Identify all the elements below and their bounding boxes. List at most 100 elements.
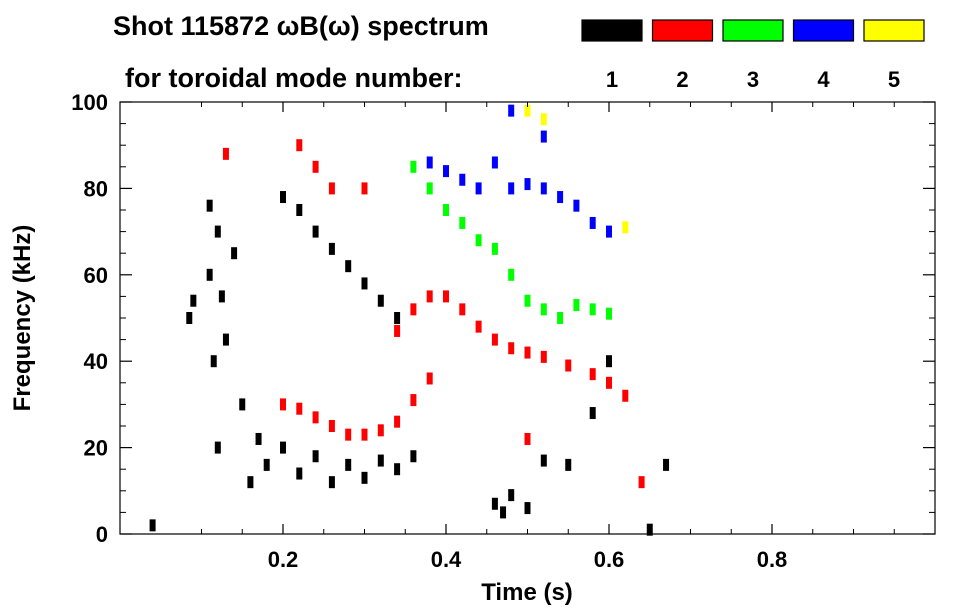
mark-n1-19 <box>345 458 352 471</box>
mark-n4-7 <box>540 182 547 195</box>
mark-n3-7 <box>524 294 531 307</box>
mark-n2-22 <box>589 368 596 381</box>
mark-n1-14 <box>263 458 270 471</box>
mark-n1-35 <box>524 502 531 515</box>
mark-n4-12 <box>508 104 515 117</box>
mark-n1-2 <box>190 294 197 307</box>
y-tick-label-2: 40 <box>84 349 108 374</box>
mark-n2-16 <box>475 320 482 333</box>
mark-n2-1 <box>280 398 286 411</box>
mark-n4-5 <box>508 182 515 195</box>
mark-n1-26 <box>312 225 319 238</box>
mark-n1-36 <box>540 454 547 467</box>
mark-n2-11 <box>394 324 401 337</box>
mark-n2-28 <box>328 182 335 195</box>
mark-n1-29 <box>361 277 368 290</box>
mark-n2-9 <box>410 394 417 407</box>
mark-n1-17 <box>312 450 319 463</box>
plot-marks <box>149 104 670 536</box>
mark-n1-30 <box>377 294 384 307</box>
mark-n2-26 <box>296 139 303 152</box>
legend-label-5: 5 <box>888 67 900 92</box>
mark-n3-4 <box>475 234 482 247</box>
mark-n2-17 <box>491 333 498 346</box>
mark-n2-10 <box>426 372 433 385</box>
mark-n2-27 <box>312 160 319 173</box>
mark-n3-11 <box>589 303 596 316</box>
mark-n1-25 <box>296 204 303 216</box>
x-tick-label-1: 0.4 <box>431 547 462 572</box>
mark-n3-6 <box>508 268 515 281</box>
mark-n1-3 <box>206 199 213 212</box>
mark-n2-2 <box>296 402 303 415</box>
legend-swatch-5 <box>863 19 925 42</box>
mark-n1-32 <box>491 497 498 510</box>
y-tick-label-1: 20 <box>84 436 108 461</box>
mark-n3-9 <box>557 312 564 324</box>
mark-n1-33 <box>500 506 507 519</box>
y-tick-label-0: 0 <box>96 522 108 547</box>
x-tick-label-2: 0.6 <box>594 547 625 572</box>
mark-n3-8 <box>540 303 547 316</box>
mark-n1-31 <box>394 312 401 324</box>
mark-n1-12 <box>247 476 254 489</box>
mark-n1-40 <box>663 458 670 471</box>
chart-title-line2: for toroidal mode number: <box>125 63 463 93</box>
mark-n1-23 <box>410 450 417 463</box>
legend-swatch-4 <box>792 19 855 42</box>
legend-label-1: 1 <box>606 67 618 92</box>
mark-n2-15 <box>459 303 466 316</box>
mark-n4-3 <box>475 182 482 195</box>
mark-n1-11 <box>239 398 246 411</box>
mark-n2-13 <box>426 290 433 303</box>
mark-n2-20 <box>540 350 547 363</box>
legend-swatch-1 <box>581 19 643 42</box>
mark-n2-30 <box>524 432 531 445</box>
mark-n2-21 <box>565 359 572 372</box>
mark-n4-13 <box>540 130 547 143</box>
mark-n2-14 <box>443 290 449 303</box>
mark-n1-28 <box>345 260 352 273</box>
mark-n4-0 <box>426 156 433 169</box>
mark-n2-12 <box>410 303 417 316</box>
mark-n1-7 <box>214 225 221 238</box>
mark-n4-1 <box>443 165 449 178</box>
mark-n1-21 <box>377 454 384 467</box>
mark-n2-24 <box>622 389 629 402</box>
mark-n2-0 <box>222 147 229 160</box>
mark-n1-39 <box>606 355 612 368</box>
mark-n1-0 <box>149 519 156 532</box>
axes: 0.2 0.4 0.6 0.8 0 20 40 60 80 100 <box>71 90 935 572</box>
mark-n2-8 <box>394 415 401 428</box>
mark-n5-1 <box>540 113 547 126</box>
mark-n1-20 <box>361 471 368 484</box>
mark-n3-2 <box>443 204 449 216</box>
mark-n2-3 <box>312 411 319 424</box>
mark-n1-13 <box>255 432 262 445</box>
mark-n1-15 <box>280 441 286 454</box>
legend-label-3: 3 <box>747 67 759 92</box>
mark-n1-22 <box>394 463 401 476</box>
mark-n1-34 <box>508 489 515 502</box>
mark-n4-8 <box>557 191 564 204</box>
x-tick-label-3: 0.8 <box>757 547 788 572</box>
legend-label-4: 4 <box>817 67 830 92</box>
mark-n3-3 <box>459 216 466 229</box>
legend-swatch-3 <box>722 19 784 42</box>
mark-n2-5 <box>345 428 352 441</box>
mark-n4-11 <box>606 225 612 238</box>
mark-n5-0 <box>524 104 531 117</box>
mark-n4-6 <box>524 178 531 191</box>
mark-n1-27 <box>328 242 335 255</box>
mark-n4-9 <box>573 199 580 212</box>
mark-n3-1 <box>426 182 433 195</box>
y-axis-label: Frequency (kHz) <box>9 225 36 412</box>
mark-n2-18 <box>508 342 515 355</box>
mark-n1-24 <box>280 191 286 204</box>
mark-n1-5 <box>210 355 217 368</box>
mark-n1-9 <box>222 333 229 346</box>
x-tick-label-0: 0.2 <box>268 547 299 572</box>
mark-n1-37 <box>565 458 572 471</box>
mark-n1-38 <box>589 407 596 420</box>
